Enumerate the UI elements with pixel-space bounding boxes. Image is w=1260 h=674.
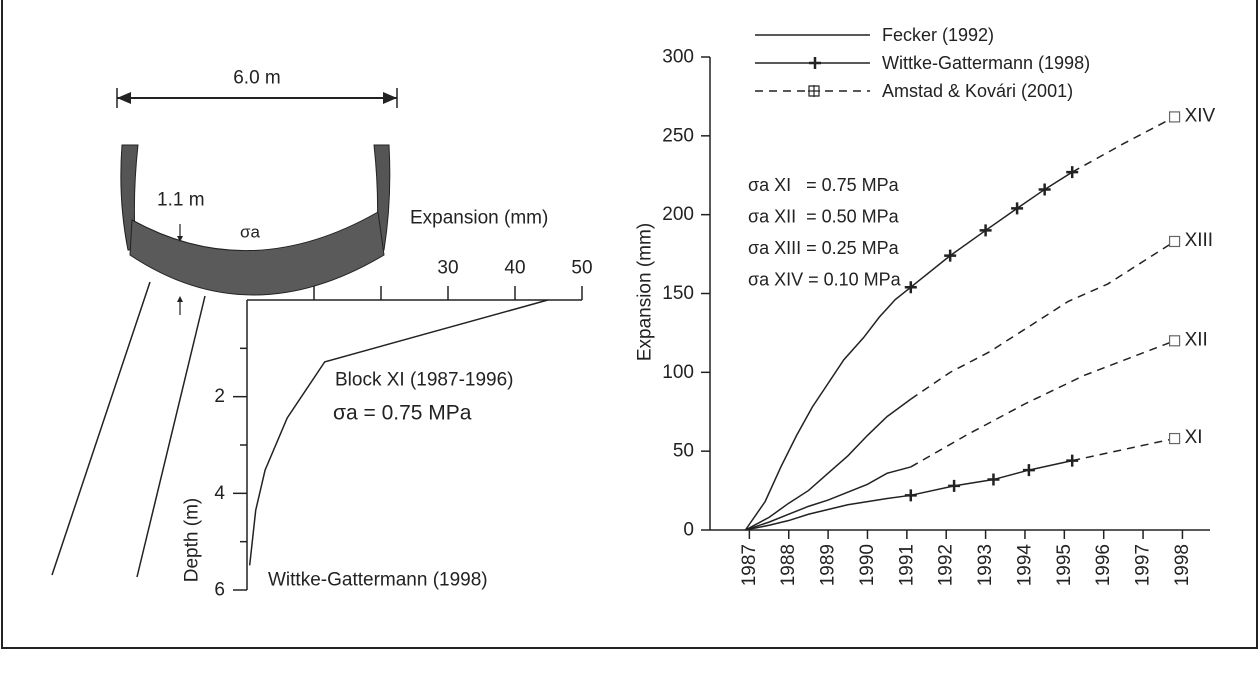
- plus-marker: [1066, 166, 1079, 179]
- x-tick-label: 1990: [857, 544, 878, 586]
- series-line: [745, 466, 911, 531]
- legend-label: Amstad & Kovári (2001): [882, 81, 1073, 101]
- width-label: 6.0 m: [233, 68, 281, 89]
- curve-label: XII: [1185, 329, 1208, 350]
- y-tick-label: 150: [662, 283, 694, 304]
- y-tick-label: 100: [662, 362, 694, 383]
- arrowhead: [177, 236, 183, 242]
- x-tick-label: 1991: [896, 544, 917, 586]
- y-tick-label: 300: [662, 47, 694, 68]
- y-tick-label: 4: [214, 483, 225, 504]
- legend-label: Fecker (1992): [882, 25, 994, 45]
- plus-marker: [1011, 202, 1024, 215]
- plus-marker: [944, 249, 957, 262]
- x-tick-label: 50: [571, 258, 592, 279]
- legend-marker: [808, 85, 820, 97]
- x-tick-label: 1994: [1014, 544, 1035, 587]
- thickness-label: 1.1 m: [157, 190, 205, 211]
- x-tick-label: 1989: [818, 544, 839, 586]
- x-tick-label: 1993: [975, 544, 996, 586]
- plus-marker: [904, 489, 917, 502]
- series-line: [910, 340, 1175, 468]
- curve-label: XIII: [1185, 230, 1214, 251]
- y-tick-label: 200: [662, 204, 694, 225]
- annotation: Block XI (1987-1996): [335, 370, 514, 391]
- tunnel: 6.0 m 1.1 m σa: [51, 68, 398, 578]
- plus-marker: [1066, 454, 1079, 467]
- plus-marker: [979, 224, 992, 237]
- series-line: [910, 240, 1175, 400]
- x-tick-label: 1997: [1133, 544, 1154, 586]
- bolt-line: [136, 295, 206, 578]
- curve-label: XI: [1185, 427, 1203, 448]
- y-axis-label: Depth (m): [182, 498, 203, 582]
- x-tick-label: 1988: [778, 544, 799, 586]
- series-label: Wittke-Gattermann (1998): [268, 570, 488, 591]
- legend-label: Wittke-Gattermann (1998): [882, 53, 1090, 73]
- plus-marker: [904, 281, 917, 294]
- x-tick-label: 1996: [1093, 544, 1114, 586]
- y-tick-label: 6: [214, 580, 225, 601]
- square-marker: [1168, 335, 1181, 347]
- y-tick-label: 0: [683, 520, 694, 541]
- x-axis-label: Expansion (mm): [410, 208, 548, 229]
- curve-label: XIV: [1185, 105, 1216, 126]
- series-line: [1072, 437, 1175, 462]
- tunnel-invert: [129, 211, 385, 296]
- legend-marker: [809, 57, 821, 69]
- series-line: [744, 286, 912, 531]
- annotation: σa XII = 0.50 MPa: [748, 207, 900, 227]
- square-marker: [1168, 111, 1181, 123]
- series-line: [745, 494, 911, 531]
- annotation: σa = 0.75 MPa: [333, 402, 472, 425]
- plus-marker: [987, 473, 1000, 486]
- x-tick-label: 30: [437, 258, 458, 279]
- series-line: [910, 171, 1073, 288]
- y-tick-label: 250: [662, 125, 694, 146]
- x-tick-label: 1992: [936, 544, 957, 586]
- square-marker: [1168, 432, 1181, 445]
- x-tick-label: 40: [504, 258, 525, 279]
- x-tick-label: 1995: [1054, 544, 1075, 586]
- plus-marker: [948, 479, 961, 492]
- annotation: σa XIII = 0.25 MPa: [748, 238, 900, 258]
- x-tick-label: 1987: [739, 544, 760, 586]
- arrowhead: [177, 296, 183, 302]
- series-line: [1071, 116, 1175, 173]
- series-line: [745, 398, 912, 531]
- stress-label: σa: [240, 223, 260, 242]
- y-axis-label: Expansion (mm): [635, 223, 656, 361]
- profile-line: [248, 299, 549, 566]
- x-tick-label: 1998: [1172, 544, 1193, 586]
- bolt-line: [51, 281, 151, 576]
- y-tick-label: 2: [214, 386, 225, 407]
- frame: [1, 0, 1258, 649]
- plus-marker: [1022, 464, 1035, 477]
- annotation: σa XIV = 0.10 MPa: [748, 270, 902, 290]
- series-line: [910, 459, 1073, 497]
- annotation: σa XI = 0.75 MPa: [748, 175, 900, 195]
- plus-marker: [1038, 183, 1051, 196]
- y-tick-label: 50: [673, 441, 694, 462]
- square-marker: [1168, 235, 1181, 248]
